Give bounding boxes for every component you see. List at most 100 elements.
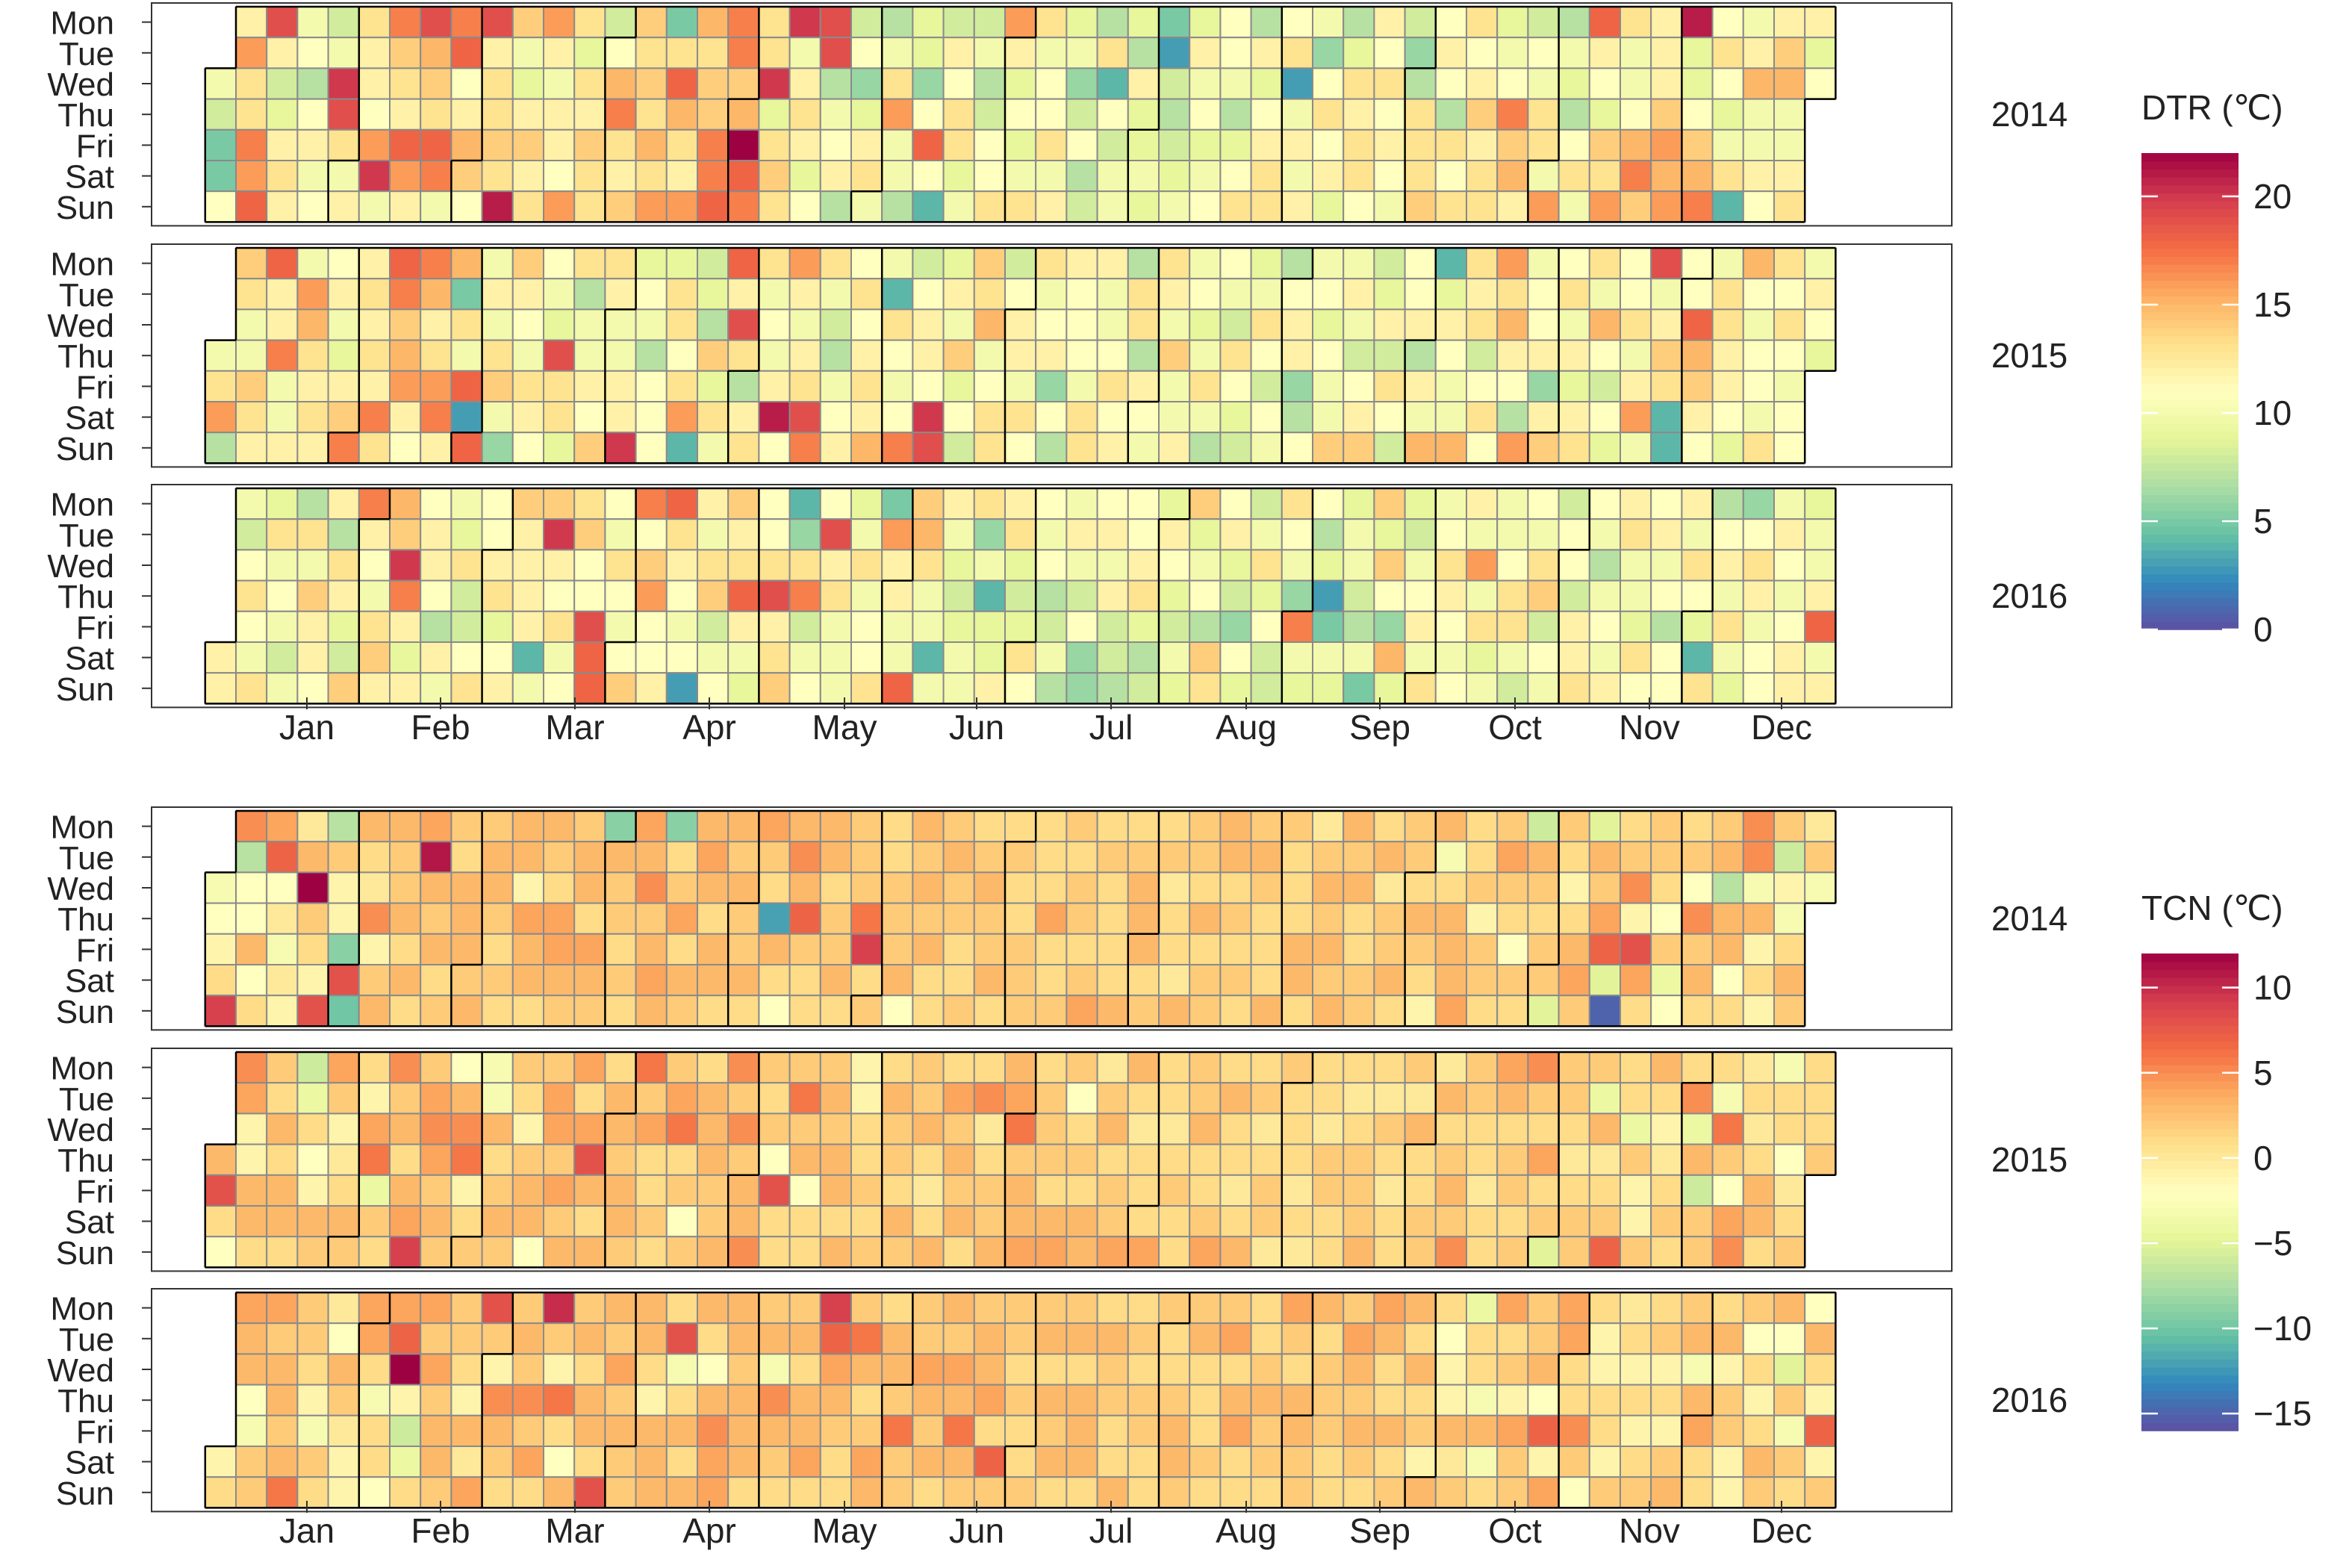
day-cell <box>1404 810 1437 843</box>
day-cell <box>1373 672 1406 705</box>
day-cell <box>1312 278 1345 311</box>
day-cell <box>1711 871 1744 904</box>
day-cell <box>912 432 945 464</box>
day-cell <box>1343 160 1375 193</box>
day-cell <box>1434 37 1468 69</box>
day-cell <box>788 247 821 280</box>
day-cell <box>1189 37 1222 69</box>
day-cell <box>1620 308 1652 341</box>
day-cell <box>1004 339 1037 372</box>
day-cell <box>1681 1082 1714 1115</box>
day-cell <box>788 902 821 935</box>
day-cell <box>942 370 975 402</box>
day-cell <box>665 370 698 402</box>
day-cell <box>1558 1082 1590 1115</box>
day-cell <box>573 610 606 643</box>
day-cell <box>1096 933 1129 966</box>
day-cell <box>912 871 945 904</box>
day-cell <box>1004 1353 1037 1386</box>
day-cell <box>358 1051 391 1084</box>
day-cell <box>1219 401 1252 434</box>
colorbar-segment <box>2141 502 2239 511</box>
day-cell <box>511 488 544 520</box>
day-cell <box>665 339 698 372</box>
cells <box>204 6 1837 223</box>
day-cell <box>573 841 606 874</box>
day-cell <box>881 902 914 935</box>
day-cell <box>1620 1174 1652 1207</box>
day-cell <box>881 1174 914 1207</box>
day-cell <box>1004 933 1037 966</box>
day-cell <box>665 579 698 612</box>
day-cell <box>1035 518 1068 551</box>
day-cell <box>296 641 329 674</box>
day-cell <box>420 401 452 434</box>
day-cell <box>1373 67 1406 100</box>
day-cell <box>1742 1353 1776 1386</box>
day-cell <box>604 98 637 131</box>
day-cell <box>697 6 729 39</box>
day-cell <box>1742 1322 1776 1355</box>
day-cell <box>1558 871 1590 904</box>
day-cell <box>358 902 391 935</box>
day-cell <box>1219 488 1252 520</box>
day-cell <box>635 810 668 843</box>
day-cell <box>697 964 729 997</box>
day-cell <box>1434 902 1468 935</box>
day-cell <box>1558 1292 1590 1325</box>
day-cell <box>1189 339 1222 372</box>
day-cell <box>1281 1205 1314 1238</box>
day-cell <box>420 278 452 311</box>
day-cell <box>389 308 422 341</box>
day-cell <box>573 579 606 612</box>
day-cell <box>1127 871 1160 904</box>
day-cell <box>358 1236 391 1269</box>
day-cell <box>1312 641 1345 674</box>
day-cell <box>850 841 883 874</box>
day-cell <box>1620 160 1652 193</box>
day-cell <box>1527 247 1560 280</box>
day-cell <box>511 98 544 131</box>
day-cell <box>1312 308 1345 341</box>
day-cell <box>327 549 360 582</box>
day-cell <box>1620 370 1652 402</box>
day-cell <box>942 128 975 162</box>
month-label: Jun <box>949 1511 1004 1550</box>
day-cell <box>296 902 329 935</box>
day-cell <box>327 6 360 39</box>
day-cell <box>450 1292 483 1325</box>
day-cell <box>420 1476 452 1509</box>
day-cell <box>850 488 883 520</box>
day-cell <box>819 1236 853 1269</box>
day-cell <box>1804 871 1837 904</box>
colorbar-segment <box>2141 217 2239 225</box>
day-cell <box>1127 1446 1160 1478</box>
day-cell <box>1588 401 1622 434</box>
day-cell <box>1158 488 1191 520</box>
day-cell <box>1219 518 1252 551</box>
day-cell <box>1281 1236 1314 1269</box>
day-cell <box>1773 128 1806 162</box>
day-cell <box>1558 549 1590 582</box>
day-cell <box>1804 339 1837 372</box>
day-cell <box>1004 995 1037 1027</box>
day-cell <box>697 247 729 280</box>
day-cell <box>1004 672 1037 705</box>
day-cell <box>604 964 637 997</box>
day-cell <box>1742 518 1776 551</box>
day-cell <box>1681 841 1714 874</box>
day-cell <box>1127 810 1160 843</box>
day-cell <box>912 1113 945 1145</box>
day-cell <box>697 1143 729 1176</box>
day-cell <box>665 841 698 874</box>
day-cell <box>1496 1353 1529 1386</box>
day-cell <box>665 6 698 39</box>
day-cell <box>1466 810 1499 843</box>
day-cell <box>327 432 360 464</box>
day-cell <box>420 1113 452 1145</box>
day-cell <box>266 1384 299 1416</box>
day-cell <box>235 339 268 372</box>
day-cell <box>912 1082 945 1115</box>
day-cell <box>788 641 821 674</box>
colorbar-segment <box>2141 565 2239 575</box>
